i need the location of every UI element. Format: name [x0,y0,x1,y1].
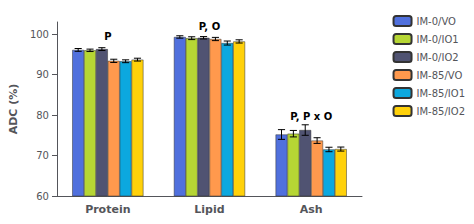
svg-text:70: 70 [36,150,49,161]
svg-text:Protein: Protein [85,203,130,216]
svg-text:ADC (%): ADC (%) [7,84,20,135]
svg-text:IM-0/VO: IM-0/VO [417,16,457,27]
svg-text:P, P x O: P, P x O [290,111,332,122]
svg-text:60: 60 [36,191,49,202]
svg-text:P: P [104,31,111,42]
svg-text:IM-85/IO2: IM-85/IO2 [417,106,465,117]
svg-text:80: 80 [36,110,49,121]
svg-text:100: 100 [30,29,49,40]
svg-text:P, O: P, O [199,21,220,32]
svg-text:Lipid: Lipid [194,203,224,216]
svg-text:IM-0/IO2: IM-0/IO2 [417,52,459,63]
svg-text:Ash: Ash [300,203,323,216]
svg-text:IM-0/IO1: IM-0/IO1 [417,34,459,45]
svg-text:90: 90 [36,69,49,80]
svg-text:IM-85/VO: IM-85/VO [417,70,463,81]
svg-text:IM-85/IO1: IM-85/IO1 [417,88,465,99]
